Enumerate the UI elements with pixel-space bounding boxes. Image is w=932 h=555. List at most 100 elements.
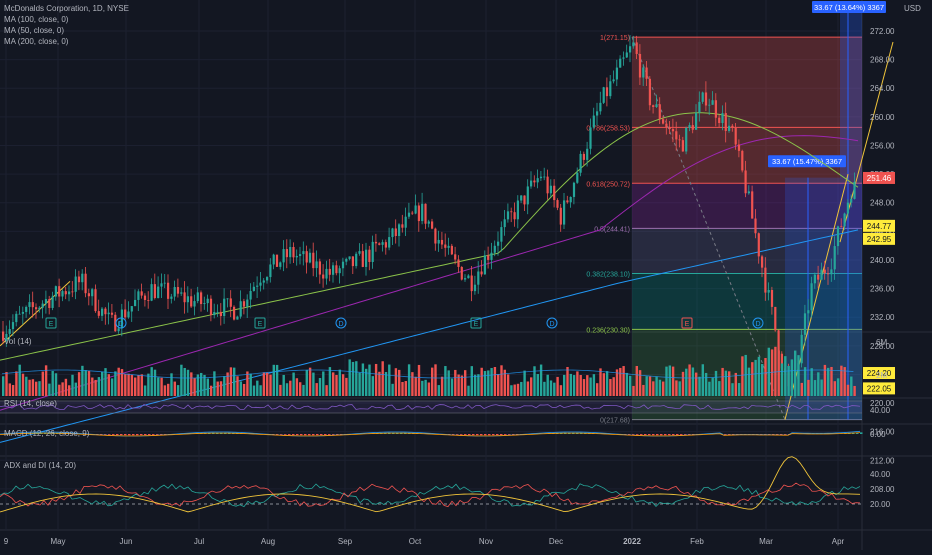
ma200-label[interactable]: MA (200, close, 0) [4,37,69,46]
candle-body [341,261,345,269]
candle-body [681,140,684,152]
adx-tick-label: 20.00 [870,500,891,509]
volume-bar [381,361,384,396]
candle-body [134,299,137,307]
candle-body [638,53,642,78]
candle-body [84,273,87,294]
candle-body [64,291,67,295]
candle-body [493,245,496,253]
symbol-title[interactable]: McDonalds Corporation, 1D, NYSE [4,4,129,13]
macd-histogram-bar [676,434,679,436]
candle-body [754,218,757,234]
time-tick-label: Jul [194,537,204,546]
candle-body [833,246,836,270]
volume-bar [374,363,378,396]
volume-bar [97,377,101,396]
candle-body [176,287,180,294]
volume-bar [424,379,427,396]
price-tick-label: 220.00 [870,399,895,408]
volume-bar [490,368,493,396]
volume-bar [325,385,328,396]
candle-body [605,87,609,97]
candle-body [414,205,417,214]
macd-histogram-bar [516,434,519,435]
candle-body [233,306,236,320]
volume-bar [688,364,691,396]
candle-body [807,310,810,314]
candle-body [137,291,140,300]
candle-body [120,309,123,329]
legend: McDonalds Corporation, 1D, NYSE MA (100,… [4,3,129,47]
volume-bar [335,374,338,396]
volume-bar [817,372,820,396]
volume-bar [345,377,348,396]
volume-bar [460,375,464,396]
volume-bar [266,372,269,396]
macd-histogram-bar [112,434,115,435]
volume-bar [767,347,770,396]
price-tick-label: 232.00 [870,313,895,322]
candle-body [117,328,120,332]
volume-bar [437,385,440,396]
volume-bar [774,346,777,396]
candle-body [180,292,183,294]
macd-histogram-bar [672,434,675,436]
volume-bar [170,373,173,396]
fib-zone [632,228,862,274]
candle-body [483,255,486,275]
volume-bar [180,364,183,396]
candle-body [503,219,506,228]
volume-bar [546,374,549,396]
candle-body [226,298,229,300]
volume-bar [813,380,817,396]
candle-body [747,191,750,194]
candle-body [662,119,665,124]
candle-body [668,127,671,130]
candle-body [764,267,767,293]
volume-bar [137,375,140,396]
candle-body [239,301,242,317]
macd-pane-label[interactable]: MACD (12, 26, close, 9) [4,429,90,438]
volume-bar [823,364,827,396]
volume-bar [417,364,421,396]
candle-body [695,112,698,130]
volume-tick-label: 2M [876,371,887,380]
adx-pane-label[interactable]: ADX and DI (14, 20) [4,461,77,470]
ma100-label[interactable]: MA (100, close, 0) [4,15,69,24]
macd-histogram-bar [452,434,455,435]
volume-bar [114,371,117,396]
volume-pane-label[interactable]: Vol (14) [4,337,32,346]
candle-body [305,251,308,263]
volume-bar [8,383,11,396]
volume-pane [1,346,856,396]
candle-body [678,139,681,141]
candle-body [688,125,691,128]
minus-di-line [0,482,861,508]
candle-body [615,67,618,80]
volume-bar [242,383,246,396]
candle-body [378,243,381,245]
price-tag-label: 242.95 [867,235,892,244]
volume-bar [308,367,312,396]
rsi-pane-label[interactable]: RSI (14, close) [4,399,57,408]
candle-body [351,256,354,267]
volume-bar [440,376,444,396]
macd-histogram-bar [472,434,475,436]
macd-histogram-bar [136,434,139,436]
event-marker-icon [470,317,482,329]
volume-bar [332,372,335,396]
candle-body [635,42,638,54]
event-marker-icon [254,317,266,329]
ma50-label[interactable]: MA (50, close, 0) [4,26,65,35]
volume-bar [493,366,497,396]
macd-histogram-bar [684,434,687,435]
time-tick-label: 2022 [623,537,641,546]
candle-body [295,255,298,258]
volume-bar [140,374,143,396]
candle-body [335,265,338,274]
volume-bar [450,378,454,396]
candle-body [206,298,209,304]
candle-body [302,251,305,255]
candle-body [803,313,807,335]
